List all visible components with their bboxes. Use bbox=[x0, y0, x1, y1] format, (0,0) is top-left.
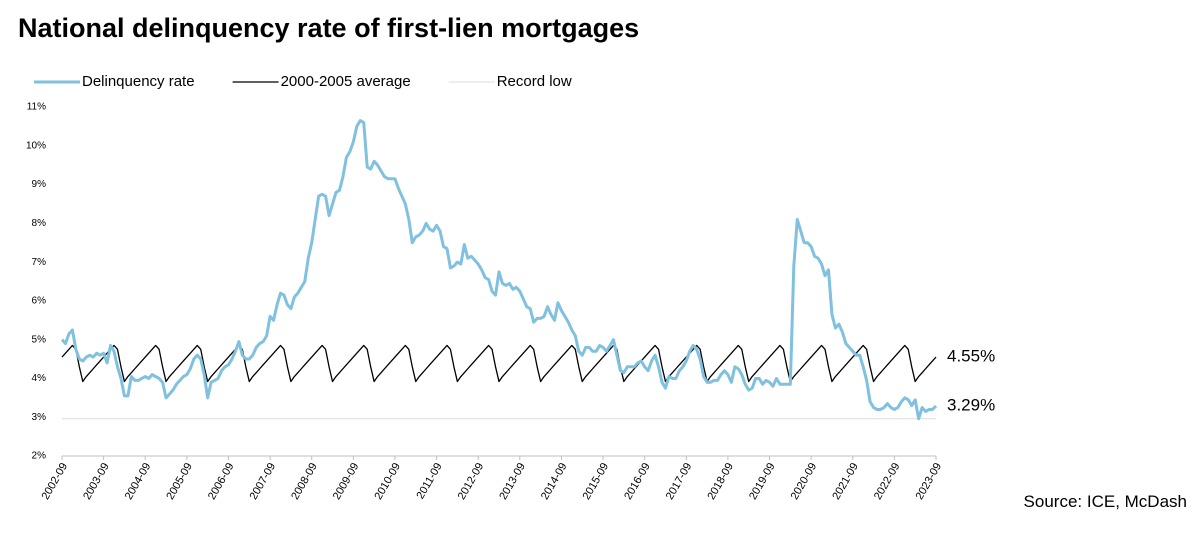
x-tick-label: 2011-09 bbox=[415, 461, 445, 501]
x-tick-label: 2008-09 bbox=[289, 461, 320, 502]
y-tick-label: 4% bbox=[32, 373, 47, 384]
y-tick-label: 7% bbox=[32, 257, 47, 268]
x-tick-label: 2004-09 bbox=[123, 461, 154, 502]
legend-label: Record low bbox=[497, 73, 572, 90]
x-tick-label: 2009-09 bbox=[331, 461, 362, 502]
x-tick-label: 2015-09 bbox=[581, 461, 612, 502]
y-tick-label: 6% bbox=[32, 296, 47, 307]
x-tick-label: 2005-09 bbox=[164, 461, 195, 502]
y-tick-label: 8% bbox=[32, 218, 47, 229]
y-tick-label: 11% bbox=[27, 102, 46, 113]
x-tick-label: 2016-09 bbox=[622, 461, 653, 502]
x-tick-label: 2018-09 bbox=[705, 461, 736, 502]
x-tick-label: 2019-09 bbox=[747, 461, 778, 502]
end-label: 4.55% bbox=[947, 347, 995, 366]
x-tick-label: 2012-09 bbox=[456, 461, 487, 502]
x-tick-label: 2002-09 bbox=[40, 461, 71, 502]
x-tick-label: 2010-09 bbox=[372, 461, 403, 502]
x-tick-label: 2006-09 bbox=[206, 461, 237, 502]
x-tick-label: 2023-09 bbox=[914, 461, 945, 502]
x-tick-label: 2022-09 bbox=[872, 461, 903, 502]
x-tick-label: 2020-09 bbox=[789, 461, 820, 502]
x-tick-label: 2017-09 bbox=[664, 461, 695, 502]
y-tick-label: 10% bbox=[26, 140, 46, 151]
y-tick-label: 3% bbox=[32, 412, 47, 423]
legend-label: 2000-2005 average bbox=[281, 73, 411, 90]
end-label: 3.29% bbox=[947, 395, 995, 414]
y-tick-label: 2% bbox=[32, 451, 47, 462]
source-note: Source: ICE, McDash bbox=[1024, 492, 1187, 511]
x-tick-label: 2013-09 bbox=[497, 461, 528, 502]
x-tick-label: 2007-09 bbox=[248, 461, 279, 502]
series-line bbox=[60, 119, 938, 421]
legend-label: Delinquency rate bbox=[82, 73, 195, 90]
y-tick-label: 5% bbox=[32, 334, 47, 345]
x-tick-label: 2003-09 bbox=[81, 461, 112, 502]
chart-title: National delinquency rate of first-lien … bbox=[18, 13, 639, 43]
y-tick-label: 9% bbox=[32, 179, 47, 190]
x-tick-label: 2014-09 bbox=[539, 461, 570, 502]
x-tick-label: 2021-09 bbox=[830, 461, 861, 502]
